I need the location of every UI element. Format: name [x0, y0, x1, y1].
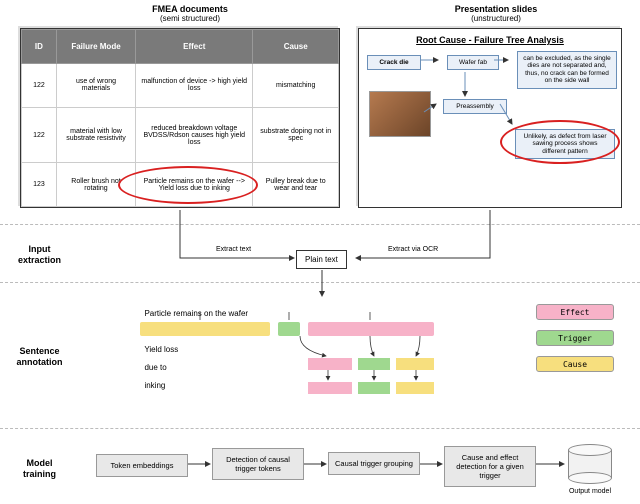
bar-cause-1 [140, 322, 270, 336]
cell-mode: Roller brush not rotating [56, 163, 135, 207]
extract-text-label: Extract text [216, 246, 251, 253]
cylinder-top [568, 444, 612, 456]
legend-cause: Cause [536, 356, 614, 372]
plain-text-box: Plain text [296, 250, 347, 269]
step-token-embeddings: Token embeddings [96, 454, 188, 477]
block-cause-3 [396, 382, 434, 394]
cell-effect: reduced breakdown voltage BVDSS/Rdson ca… [136, 107, 253, 162]
fmea-title-block: FMEA documents (semi structured) [130, 4, 250, 23]
cell-id: 122 [22, 107, 57, 162]
presentation-slide: Root Cause - Failure Tree Analysis Crack… [358, 28, 622, 208]
unlikely-box: Unlikely, as defect from laser sawing pr… [515, 129, 615, 159]
separator-3 [0, 428, 640, 429]
legend-effect: Effect [536, 304, 614, 320]
step-trigger-grouping: Causal trigger grouping [328, 452, 420, 475]
model-training-label: Model training [12, 458, 67, 480]
bar-trigger-1 [278, 322, 300, 336]
slide-title: Presentation slides [455, 4, 538, 14]
slide-heading: Root Cause - Failure Tree Analysis [365, 35, 615, 45]
block-trigger-2 [358, 358, 390, 370]
fmea-subtitle: (semi structured) [130, 14, 250, 23]
tok-due: due to [144, 363, 166, 372]
input-extraction-label: Input extraction [12, 244, 67, 266]
block-trigger-3 [358, 382, 390, 394]
bar-effect-1 [308, 322, 434, 336]
slide-title-block: Presentation slides (unstructured) [436, 4, 556, 23]
col-effect: Effect [136, 30, 253, 64]
sentence-tokens: Particle remains on the wafer --> Yield … [140, 300, 248, 390]
output-model-cylinder: Output model [568, 444, 612, 484]
separator-1 [0, 224, 640, 225]
cell-id: 122 [22, 64, 57, 108]
step-cause-effect: Cause and effect detection for a given t… [444, 446, 536, 487]
excluded-box: can be excluded, as the single dies are … [517, 51, 617, 89]
block-effect-2 [308, 358, 352, 370]
preassembly-box: Preassembly [443, 99, 507, 114]
table-row: 123 Roller brush not rotating Particle r… [22, 163, 339, 207]
col-mode: Failure Mode [56, 30, 135, 64]
col-cause: Cause [253, 30, 339, 64]
slide-body: Crack die Wafer fab can be excluded, as … [365, 51, 615, 201]
cell-cause: substrate doping not in spec [253, 107, 339, 162]
output-model-label: Output model [562, 488, 618, 495]
legend-trigger: Trigger [536, 330, 614, 346]
fmea-title: FMEA documents [152, 4, 228, 14]
fmea-document: ID Failure Mode Effect Cause 122 use of … [20, 28, 340, 208]
separator-2 [0, 282, 640, 283]
table-row: 122 use of wrong materials malfunction o… [22, 64, 339, 108]
col-id: ID [22, 30, 57, 64]
cell-id: 123 [22, 163, 57, 207]
fmea-table: ID Failure Mode Effect Cause 122 use of … [21, 29, 339, 207]
cell-cause: mismatching [253, 64, 339, 108]
block-cause-2 [396, 358, 434, 370]
cell-cause: Pulley break due to wear and tear [253, 163, 339, 207]
cell-mode: material with low substrate resistivity [56, 107, 135, 162]
sentence-annotation-label: Sentence annotation [12, 346, 67, 368]
tok-yield: Yield loss [144, 345, 178, 354]
block-effect-3 [308, 382, 352, 394]
die-image [369, 91, 431, 137]
extract-ocr-label: Extract via OCR [388, 246, 438, 253]
step-detect-triggers: Detection of causal trigger tokens [212, 448, 304, 480]
cylinder-bottom [568, 472, 612, 484]
tok-inking: inking [144, 381, 165, 390]
table-row: 122 material with low substrate resistiv… [22, 107, 339, 162]
cell-effect: Particle remains on the wafer --> Yield … [136, 163, 253, 207]
cell-mode: use of wrong materials [56, 64, 135, 108]
tok-particle: Particle remains on the wafer [144, 309, 248, 318]
slide-subtitle: (unstructured) [436, 14, 556, 23]
fmea-header-row: ID Failure Mode Effect Cause [22, 30, 339, 64]
wafer-fab-box: Wafer fab [447, 55, 499, 70]
cell-effect: malfunction of device -> high yield loss [136, 64, 253, 108]
crack-die-box: Crack die [367, 55, 421, 70]
